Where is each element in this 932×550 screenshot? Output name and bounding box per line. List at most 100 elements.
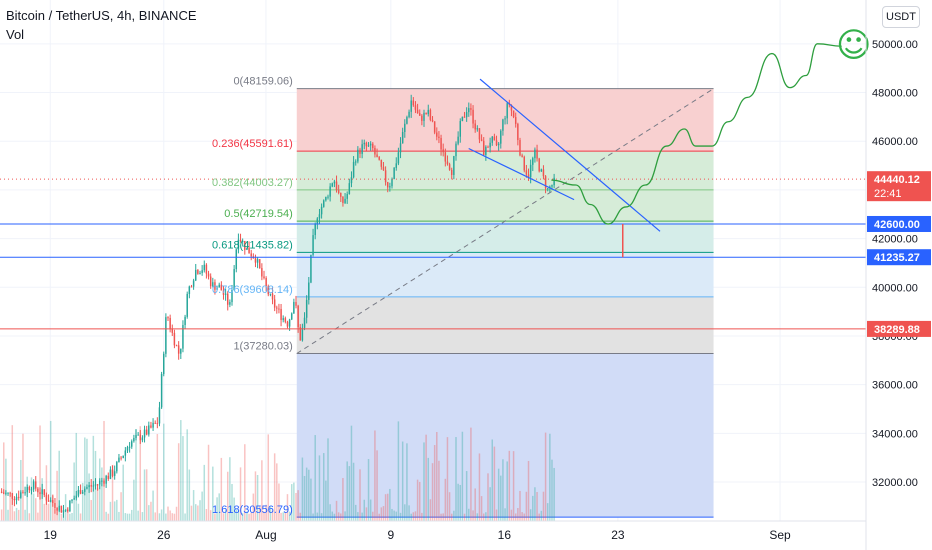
- candle-body: [463, 116, 466, 118]
- volume-bar: [354, 504, 357, 521]
- volume-bar: [254, 471, 257, 521]
- candle-body: [130, 441, 133, 447]
- candle-body: [120, 457, 122, 459]
- volume-bar: [365, 507, 368, 521]
- volume-bar: [546, 503, 549, 521]
- price-tag-label: 44440.12: [874, 174, 920, 186]
- volume-bar: [286, 494, 289, 521]
- candle-body: [32, 481, 35, 490]
- volume-bar: [184, 513, 186, 521]
- volume-bar: [222, 513, 225, 521]
- candle-body: [171, 328, 174, 333]
- volume-bars: [0, 420, 555, 521]
- candle-body: [412, 100, 415, 106]
- volume-bar: [342, 478, 344, 521]
- volume-bar: [457, 483, 459, 521]
- volume-bar: [312, 513, 314, 521]
- volume-bar: [205, 509, 208, 521]
- volume-bar: [359, 469, 361, 521]
- volume-bar: [133, 479, 135, 521]
- fib-trend-line: [296, 88, 714, 354]
- volume-bar: [350, 425, 353, 521]
- volume-bar: [521, 512, 523, 521]
- candle-body: [372, 143, 374, 149]
- volume-bar: [450, 513, 453, 521]
- volume-bar: [188, 469, 191, 521]
- candle-body: [143, 429, 146, 438]
- volume-bar: [433, 445, 436, 521]
- volume-bar: [276, 463, 278, 521]
- volume-bar: [318, 455, 321, 521]
- volume-bar: [64, 494, 67, 521]
- candle-body: [297, 305, 299, 328]
- volume-bar: [461, 431, 464, 521]
- candle-body: [145, 429, 148, 435]
- fib-zone: [296, 221, 714, 253]
- plot-area: [0, 0, 866, 521]
- volume-bar: [261, 460, 263, 521]
- candle-body: [17, 496, 20, 498]
- volume-bar: [376, 450, 378, 521]
- volume-bar: [512, 451, 515, 521]
- volume-bar: [380, 507, 383, 521]
- volume-bar: [235, 509, 238, 521]
- candle-body: [116, 462, 118, 472]
- volume-bar: [427, 457, 430, 521]
- candle-body: [325, 196, 327, 201]
- volume-bar: [393, 510, 395, 521]
- symbol-title[interactable]: Bitcoin / TetherUS, 4h, BINANCE: [6, 8, 197, 23]
- candle-body: [11, 493, 14, 499]
- candle-body: [487, 146, 489, 148]
- volume-bar: [244, 444, 246, 521]
- volume-bar: [374, 430, 376, 521]
- volume-bar: [399, 512, 402, 521]
- currency-button[interactable]: USDT: [882, 6, 920, 28]
- candle-body: [510, 105, 513, 111]
- candle-body: [160, 374, 163, 408]
- volume-bar: [15, 507, 18, 521]
- candle-body: [504, 118, 506, 120]
- volume-legend[interactable]: Vol: [6, 27, 25, 42]
- volume-bar: [423, 442, 425, 521]
- volume-bar: [517, 507, 519, 521]
- candle-body: [455, 143, 457, 157]
- candle-body: [380, 159, 383, 167]
- candle-body: [352, 161, 355, 178]
- volume-bar: [69, 513, 71, 521]
- volume-bar: [26, 476, 28, 521]
- candle-body: [316, 218, 319, 225]
- candle-body: [461, 116, 464, 122]
- candle-body: [519, 140, 521, 156]
- candle-body: [442, 149, 444, 153]
- volume-bar: [175, 506, 178, 521]
- candle-body: [224, 293, 227, 295]
- volume-bar: [67, 507, 69, 521]
- candle-body: [329, 186, 331, 197]
- volume-bar: [7, 509, 9, 521]
- candle-body: [506, 103, 508, 119]
- candle-body: [105, 475, 107, 484]
- candle-body: [207, 273, 210, 277]
- volume-bar: [273, 453, 276, 521]
- candle-body: [35, 481, 37, 489]
- candle-body: [408, 111, 410, 118]
- candle-body: [124, 450, 127, 456]
- candle-body: [64, 509, 67, 511]
- volume-bar: [357, 512, 359, 521]
- volume-bar: [495, 509, 498, 521]
- candle-body: [542, 169, 545, 177]
- volume-bar: [519, 490, 521, 521]
- candle-body: [457, 136, 459, 144]
- candle-body: [180, 348, 182, 354]
- volume-bar: [180, 420, 182, 521]
- candle-body: [532, 158, 534, 165]
- candle-body: [354, 161, 357, 163]
- price-tag-label: 42600.00: [874, 219, 920, 231]
- candle-body: [203, 264, 206, 271]
- volume-bar: [199, 500, 201, 521]
- candle-body: [384, 170, 387, 183]
- candle-body: [551, 185, 553, 187]
- candle-body: [544, 176, 547, 189]
- volume-bar: [397, 421, 400, 521]
